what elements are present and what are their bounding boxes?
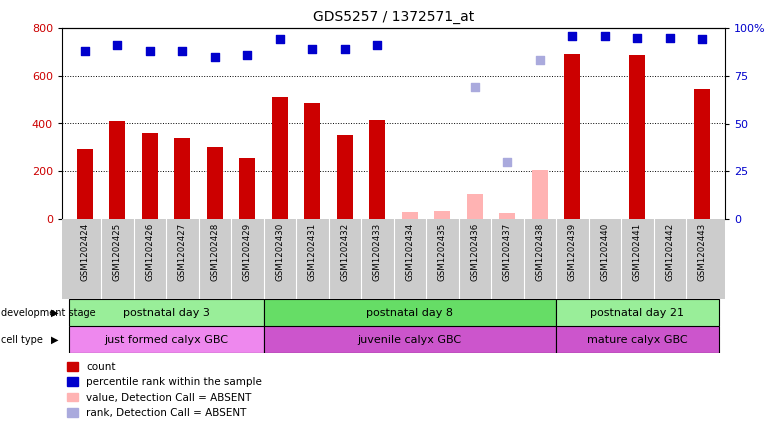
Point xyxy=(664,34,676,41)
Point xyxy=(79,47,91,54)
Bar xyxy=(263,299,556,326)
Bar xyxy=(239,158,256,219)
Text: GSM1202437: GSM1202437 xyxy=(503,223,512,281)
Text: cell type: cell type xyxy=(1,335,42,344)
Text: ▶: ▶ xyxy=(51,308,59,318)
Text: GSM1202440: GSM1202440 xyxy=(601,223,609,281)
Bar xyxy=(629,55,645,219)
Text: just formed calyx GBC: just formed calyx GBC xyxy=(104,335,228,344)
Point xyxy=(209,53,221,60)
Text: GSM1202426: GSM1202426 xyxy=(146,223,154,281)
Point xyxy=(501,158,514,165)
Text: GSM1202438: GSM1202438 xyxy=(535,223,544,281)
Bar xyxy=(69,299,263,326)
Bar xyxy=(109,121,126,219)
Bar xyxy=(531,170,548,219)
Text: development stage: development stage xyxy=(1,308,95,318)
Bar xyxy=(272,97,288,219)
Bar xyxy=(69,326,263,353)
Text: GSM1202429: GSM1202429 xyxy=(243,223,252,281)
Bar xyxy=(206,147,223,219)
Bar xyxy=(174,138,190,219)
Text: GSM1202439: GSM1202439 xyxy=(567,223,577,281)
Point xyxy=(371,42,383,49)
Legend: count, percentile rank within the sample, value, Detection Call = ABSENT, rank, : count, percentile rank within the sample… xyxy=(67,362,262,418)
Text: ▶: ▶ xyxy=(51,335,59,344)
Text: GSM1202433: GSM1202433 xyxy=(373,223,382,281)
Bar xyxy=(77,148,93,219)
Text: GSM1202428: GSM1202428 xyxy=(210,223,219,281)
Text: GSM1202442: GSM1202442 xyxy=(665,223,675,281)
Bar xyxy=(434,211,450,219)
Bar xyxy=(402,212,418,219)
Bar xyxy=(556,326,718,353)
Text: GSM1202431: GSM1202431 xyxy=(308,223,316,281)
Text: postnatal day 21: postnatal day 21 xyxy=(591,308,685,318)
Text: GSM1202430: GSM1202430 xyxy=(275,223,284,281)
Title: GDS5257 / 1372571_at: GDS5257 / 1372571_at xyxy=(313,10,474,24)
Text: GSM1202441: GSM1202441 xyxy=(633,223,641,281)
Text: GSM1202427: GSM1202427 xyxy=(178,223,187,281)
Point xyxy=(176,47,189,54)
Bar xyxy=(499,213,515,219)
Point xyxy=(631,34,644,41)
Bar xyxy=(694,89,711,219)
Text: GSM1202436: GSM1202436 xyxy=(470,223,479,281)
Text: GSM1202432: GSM1202432 xyxy=(340,223,350,281)
Point xyxy=(598,32,611,39)
Bar xyxy=(263,326,556,353)
Bar xyxy=(142,133,158,219)
Text: GSM1202425: GSM1202425 xyxy=(112,223,122,281)
Point xyxy=(566,32,578,39)
Point xyxy=(339,46,351,52)
Text: postnatal day 3: postnatal day 3 xyxy=(122,308,209,318)
Bar xyxy=(336,135,353,219)
Bar xyxy=(467,194,483,219)
Bar xyxy=(369,120,385,219)
Point xyxy=(143,47,156,54)
Point xyxy=(241,51,253,58)
Text: GSM1202443: GSM1202443 xyxy=(698,223,707,281)
Text: juvenile calyx GBC: juvenile calyx GBC xyxy=(358,335,462,344)
Text: mature calyx GBC: mature calyx GBC xyxy=(587,335,688,344)
Text: GSM1202424: GSM1202424 xyxy=(80,223,89,281)
Bar xyxy=(304,103,320,219)
Bar xyxy=(556,299,718,326)
Text: GSM1202435: GSM1202435 xyxy=(438,223,447,281)
Bar xyxy=(564,54,581,219)
Point xyxy=(111,42,123,49)
Point xyxy=(534,57,546,64)
Point xyxy=(696,36,708,43)
Text: GSM1202434: GSM1202434 xyxy=(405,223,414,281)
Point xyxy=(273,36,286,43)
Text: postnatal day 8: postnatal day 8 xyxy=(367,308,454,318)
Point xyxy=(469,84,481,91)
Point xyxy=(306,46,319,52)
